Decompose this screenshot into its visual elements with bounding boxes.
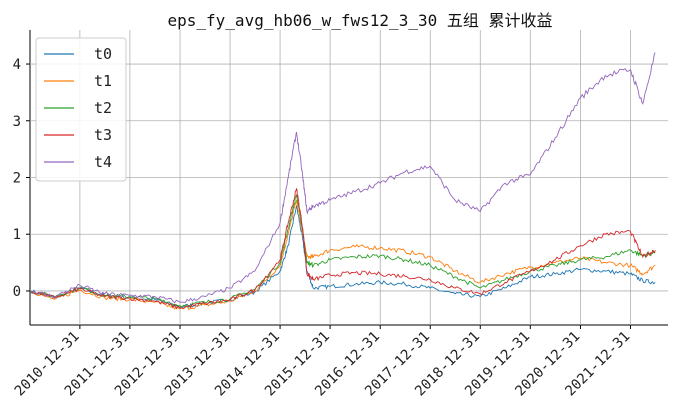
legend-box [35,37,127,182]
series-line-t3 [30,187,656,310]
legend-label-t0: t0 [94,45,112,63]
y-tick-label: 0 [13,284,21,300]
series-line-t1 [30,199,656,311]
y-tick-label: 2 [13,171,21,187]
legend-label-t2: t2 [94,99,112,117]
series-line-t0 [30,204,656,309]
legend: t0 t1 t2 t3 t4 [35,37,127,182]
legend-label-t1: t1 [94,72,112,90]
series-line-t2 [30,194,656,308]
series-line-t4 [30,52,656,304]
y-tick-label: 4 [13,57,21,73]
y-tick-label: 3 [13,114,21,130]
y-tick-label: 1 [13,227,21,243]
legend-label-t3: t3 [94,126,112,144]
legend-label-t4: t4 [94,153,112,171]
chart-title: eps_fy_avg_hb06_w_fws12_3_30 五组 累计收益 [168,11,553,30]
